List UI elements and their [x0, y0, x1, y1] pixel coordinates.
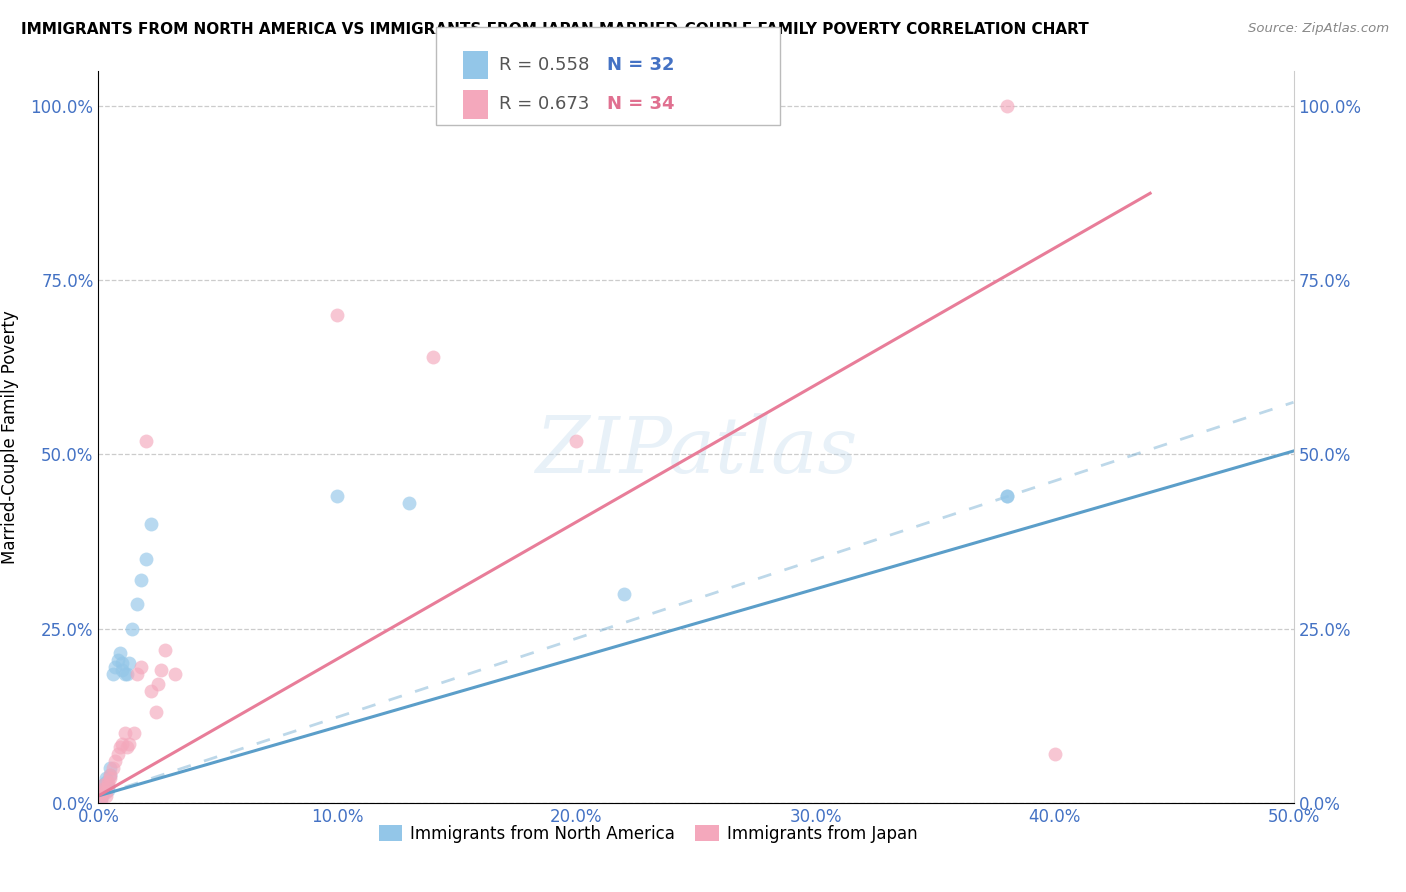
Point	[613, 587, 636, 601]
Point	[148, 677, 170, 691]
Point	[91, 778, 114, 792]
Point	[90, 792, 112, 806]
Point	[422, 350, 444, 364]
Point	[90, 789, 112, 803]
Point	[111, 737, 134, 751]
Point	[104, 660, 127, 674]
Text: IMMIGRANTS FROM NORTH AMERICA VS IMMIGRANTS FROM JAPAN MARRIED-COUPLE FAMILY POV: IMMIGRANTS FROM NORTH AMERICA VS IMMIGRA…	[21, 22, 1088, 37]
Point	[101, 667, 124, 681]
Point	[145, 705, 167, 719]
Text: Source: ZipAtlas.com: Source: ZipAtlas.com	[1249, 22, 1389, 36]
Point	[90, 790, 112, 805]
Point	[114, 726, 136, 740]
Text: ZIPatlas: ZIPatlas	[534, 414, 858, 490]
Point	[1043, 747, 1066, 761]
Point	[90, 785, 112, 799]
Point	[111, 657, 134, 671]
Point	[135, 552, 157, 566]
Point	[995, 489, 1018, 503]
Point	[91, 778, 114, 792]
Point	[326, 308, 349, 322]
Point	[94, 789, 117, 803]
Point	[94, 775, 117, 789]
Point	[108, 646, 131, 660]
Text: R = 0.673: R = 0.673	[499, 95, 589, 113]
Point	[98, 768, 122, 782]
Point	[115, 740, 138, 755]
Point	[135, 434, 157, 448]
Text: N = 32: N = 32	[607, 56, 675, 74]
Point	[97, 775, 120, 789]
Point	[107, 747, 129, 761]
Point	[118, 657, 141, 671]
Point	[94, 781, 117, 796]
Point	[91, 781, 114, 796]
Point	[565, 434, 588, 448]
Point	[97, 780, 120, 795]
Point	[91, 785, 114, 799]
Text: N = 34: N = 34	[607, 95, 675, 113]
Point	[125, 597, 148, 611]
Point	[118, 737, 141, 751]
Text: R = 0.558: R = 0.558	[499, 56, 589, 74]
Point	[91, 781, 114, 796]
Point	[115, 667, 138, 681]
Point	[98, 761, 122, 775]
Y-axis label: Married-Couple Family Poverty: Married-Couple Family Poverty	[1, 310, 20, 564]
Point	[97, 778, 120, 792]
Point	[139, 517, 162, 532]
Point	[124, 726, 146, 740]
Point	[125, 667, 148, 681]
Point	[121, 622, 143, 636]
Point	[155, 642, 177, 657]
Point	[995, 99, 1018, 113]
Point	[104, 754, 127, 768]
Point	[398, 496, 420, 510]
Point	[163, 667, 186, 681]
Point	[94, 772, 117, 786]
Point	[326, 489, 349, 503]
Point	[90, 788, 112, 802]
Point	[131, 573, 153, 587]
Point	[108, 740, 131, 755]
Point	[97, 783, 120, 797]
Point	[995, 489, 1018, 503]
Point	[111, 664, 134, 678]
Point	[98, 768, 122, 782]
Point	[139, 684, 162, 698]
Point	[149, 664, 172, 678]
Point	[131, 660, 153, 674]
Point	[94, 785, 117, 799]
Point	[101, 761, 124, 775]
Point	[107, 653, 129, 667]
Point	[98, 772, 122, 786]
Point	[90, 792, 112, 806]
Point	[114, 667, 136, 681]
Legend: Immigrants from North America, Immigrants from Japan: Immigrants from North America, Immigrant…	[373, 818, 924, 849]
